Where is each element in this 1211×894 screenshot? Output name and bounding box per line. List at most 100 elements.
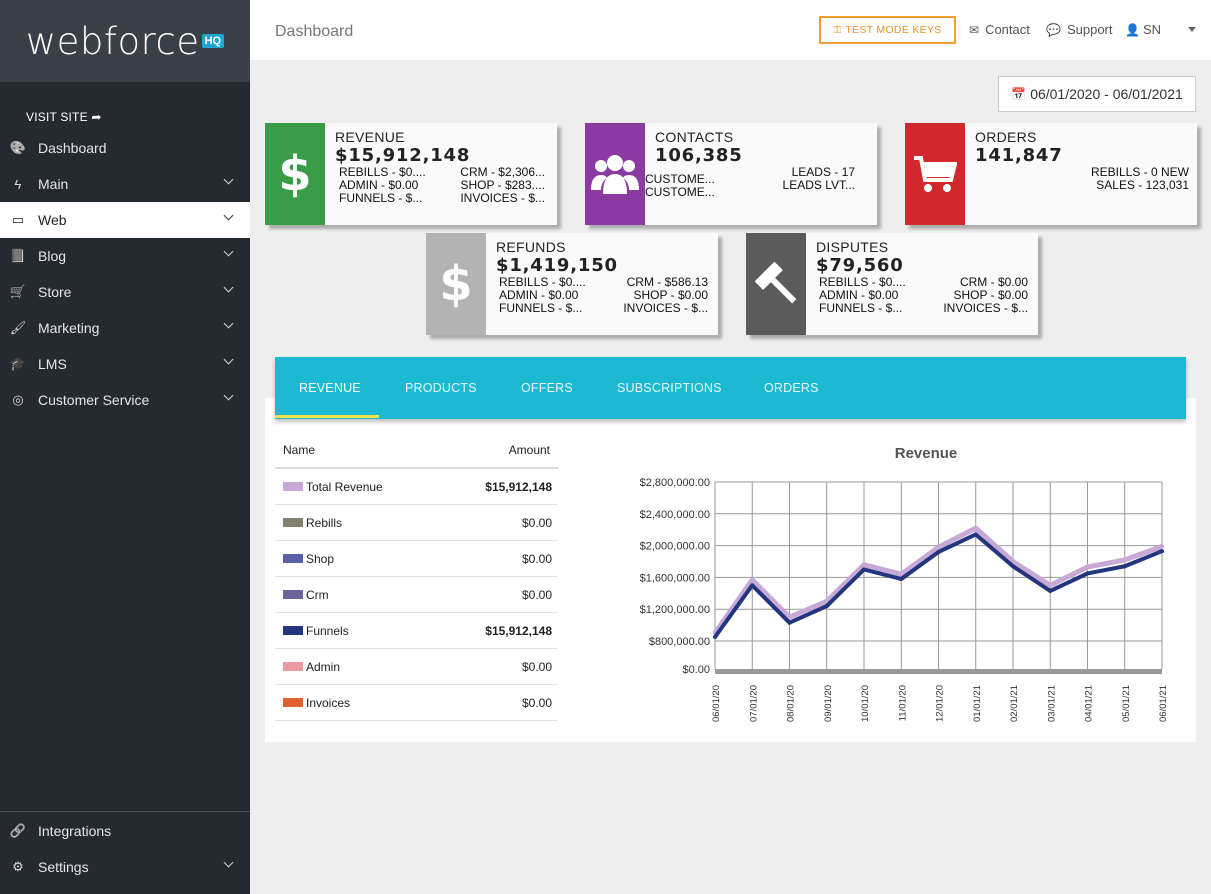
card-stat: REBILLS - 0 NEW [1090,165,1189,179]
page-title: Dashboard [275,23,354,40]
revenue-table: Name Amount Total Revenue $15,912,148 Rebi… [275,432,558,721]
user-menu[interactable]: 👤 SN [1125,22,1161,37]
row-label: Crm [306,587,329,602]
data-point [862,562,866,567]
sidebar-item-web[interactable]: ▭ Web [0,202,250,238]
card-stat: ADMIN - $0.00 [819,288,899,302]
chevron-down-icon[interactable] [223,282,234,293]
palette-icon: 🎨 [9,140,27,155]
row-name: Rebills [283,516,342,530]
test-mode-keys-label: TEST MODE KEYS [845,24,942,36]
sidebar-item-store[interactable]: 🛒 Store [0,274,250,310]
orders-card[interactable]: ORDERS 141,847 REBILLS - 0 NEW SALES - 1… [905,123,1197,225]
contacts-icon-box [585,123,645,225]
shopping-cart-icon [914,156,957,192]
sidebar-item-label: Marketing [38,320,100,336]
key-icon: ⚿ [833,24,842,36]
refunds-card[interactable]: $ REFUNDS $1,419,150 REBILLS - $0.... AD… [426,233,718,335]
disputes-card[interactable]: DISPUTES $79,560 REBILLS - $0.... ADMIN … [746,233,1038,335]
row-label: Funnels [306,623,349,638]
column-header-name: Name [283,442,316,457]
user-initials: SN [1142,22,1162,37]
date-range-picker[interactable]: 📅 06/01/2020 - 06/01/2021 [998,76,1196,112]
sidebar-item-dashboard[interactable]: 🎨 Dashboard [0,130,250,166]
data-point [936,549,941,554]
users-icon [591,155,639,194]
chevron-down-icon[interactable] [223,210,234,221]
tab-products[interactable]: PRODUCTS [405,381,477,395]
chevron-down-icon[interactable] [223,318,234,329]
visit-site-link[interactable]: VISIT SITE ➦ [26,110,102,124]
sidebar-item-main[interactable]: ϟ Main [0,166,250,202]
card-stat: ADMIN - $0.00 [339,178,419,192]
data-point [1160,544,1164,549]
sidebar-item-marketing[interactable]: 🖌 Marketing [0,310,250,346]
contacts-card-content: CONTACTS 106,385 CUSTOME... CUSTOME... L… [645,123,877,225]
support-link[interactable]: 💬 Support [1046,22,1113,37]
card-stat: INVOICES - $... [623,301,708,315]
logo[interactable]: webforce HQ [0,0,250,82]
row-amount: $0.00 [521,695,552,710]
refunds-card-content: REFUNDS $1,419,150 REBILLS - $0.... ADMI… [486,233,718,335]
tab-subscriptions[interactable]: SUBSCRIPTIONS [617,381,722,395]
data-point [862,567,866,572]
chat-bubble-icon: 💬 [1046,22,1061,37]
legend-swatch [283,590,303,599]
test-mode-keys-button[interactable]: ⚿ TEST MODE KEYS [819,16,956,44]
y-tick-label: $800,000.00 [649,636,710,648]
card-stat: CRM - $2,306... [460,165,545,179]
sidebar-item-lms[interactable]: 🎓 LMS [0,346,250,382]
y-tick-label: $2,800,000.00 [640,477,710,489]
data-point [899,572,904,577]
revenue-card[interactable]: $ REVENUE $15,912,148 REBILLS - $0.... A… [265,123,557,225]
data-point [1122,564,1127,569]
chevron-down-icon[interactable] [223,390,234,401]
tab-revenue[interactable]: REVENUE [299,381,361,395]
data-point [1011,559,1015,564]
row-amount: $15,912,148 [485,623,552,638]
active-tab-indicator [275,415,379,418]
card-stat: FUNNELS - $... [339,191,423,205]
sidebar-item-blog[interactable]: 📘 Blog [0,238,250,274]
sidebar-item-settings[interactable]: ⚙ Settings [0,849,250,885]
card-value: $15,912,148 [335,145,471,166]
sidebar: webforce HQ VISIT SITE ➦ 🎨 Dashboard ϟ Main ▭… [0,0,250,894]
contacts-card[interactable]: CONTACTS 106,385 CUSTOME... CUSTOME... L… [585,123,877,225]
data-point [973,532,978,537]
bolt-icon: ϟ [14,176,22,192]
y-tick-label: $2,000,000.00 [640,541,710,553]
chevron-down-icon[interactable] [1188,27,1196,32]
calendar-icon: 📅 [1011,87,1027,101]
link-icon: 🔗 [9,823,27,838]
card-stat: SHOP - $0.00 [953,288,1028,302]
sidebar-item-customer-service[interactable]: ◎ Customer Service [0,382,250,418]
data-point [1085,565,1090,570]
chevron-down-icon[interactable] [223,354,234,365]
share-arrow-icon: ➦ [91,110,102,124]
row-label: Shop [306,551,335,566]
logo-badge: HQ [201,34,225,48]
y-tick-label: $1,200,000.00 [640,604,710,616]
tab-orders[interactable]: ORDERS [764,381,819,395]
x-tick-label: 05/01/21 [1121,685,1132,722]
chevron-down-icon[interactable] [223,246,234,257]
sidebar-item-label: LMS [38,356,67,372]
tab-offers[interactable]: OFFERS [521,381,573,395]
graduation-cap-icon: 🎓 [9,356,27,371]
x-tick-label: 02/01/21 [1009,685,1020,722]
chevron-down-icon[interactable] [223,174,234,185]
data-point [750,583,755,588]
sidebar-item-label: Customer Service [38,392,150,408]
sidebar-nav: 🎨 Dashboard ϟ Main ▭ Web 📘 Blog 🛒 Store 🖌 Marketing… [0,130,250,418]
card-stat: CUSTOME... [645,172,715,186]
x-axis-baseline [715,669,1162,674]
data-point [787,615,792,620]
sidebar-item-integrations[interactable]: 🔗 Integrations [0,813,250,849]
data-point [973,526,978,531]
gavel-icon [755,262,797,304]
table-row: Invoices $0.00 [275,685,558,721]
chevron-down-icon[interactable] [223,857,234,868]
contact-link[interactable]: ✉ Contact [969,22,1030,37]
table-header: Name Amount [275,432,558,469]
x-tick-label: 01/01/21 [972,685,983,722]
